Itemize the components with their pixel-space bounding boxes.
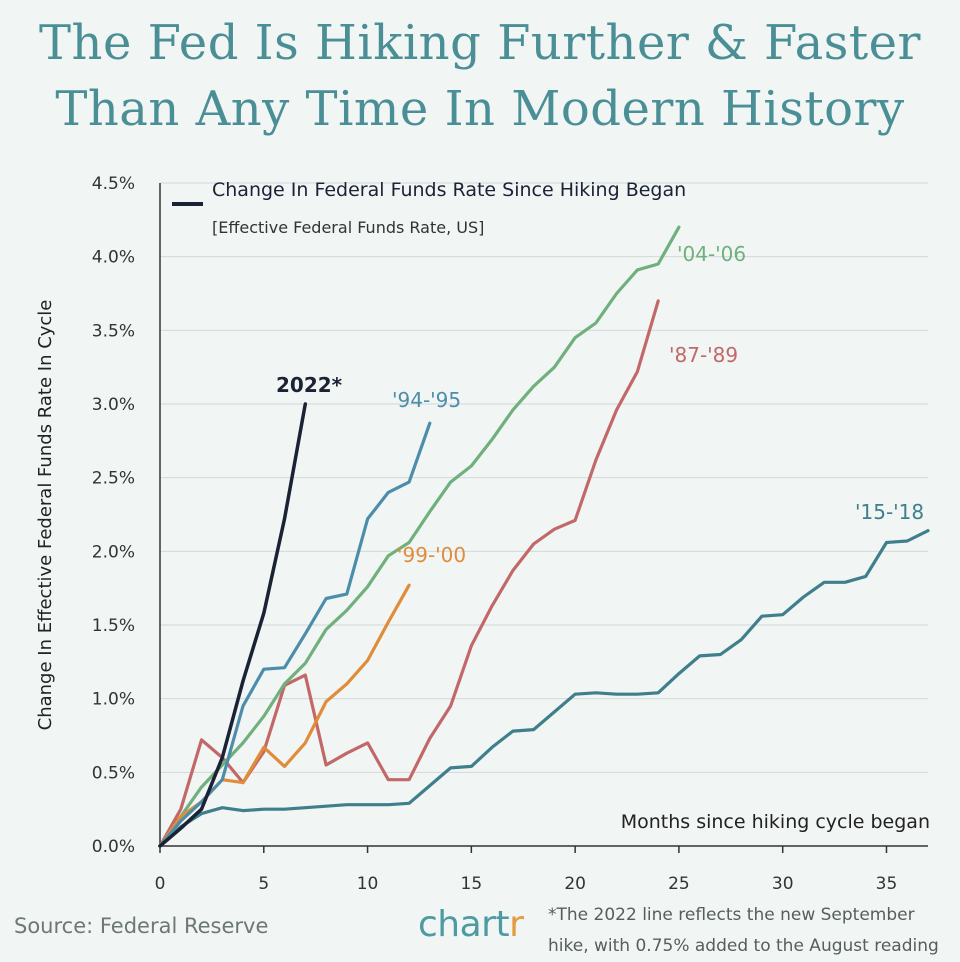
y-tick-label: 4.0% (92, 248, 135, 268)
brand-logo-main: chart (418, 904, 510, 945)
series-label: '94-'95 (392, 388, 461, 412)
series-line (158, 421, 432, 848)
footnote-line-2: hike, with 0.75% added to the August rea… (548, 936, 939, 956)
x-tick-label: 15 (461, 874, 483, 894)
series-label: '15-'18 (855, 500, 924, 524)
series-label: '04-'06 (677, 242, 746, 266)
series-line (158, 529, 930, 848)
y-tick-label: 1.5% (92, 616, 135, 636)
footnote-line-1: *The 2022 line reflects the new Septembe… (548, 905, 915, 925)
series-label: '87-'89 (669, 343, 738, 367)
y-axis-title: Change In Effective Federal Funds Rate I… (35, 300, 56, 731)
brand-logo-accent: r (509, 904, 524, 945)
x-tick-label: 35 (876, 874, 898, 894)
y-tick-label: 0.0% (92, 837, 135, 857)
series-line (158, 225, 681, 848)
y-tick-label: 2.0% (92, 542, 135, 562)
series-line (158, 402, 308, 848)
y-tick-label: 1.0% (92, 690, 135, 710)
chart-title-line-2: Than Any Time In Modern History (55, 81, 905, 137)
y-tick-label: 2.5% (92, 469, 135, 489)
y-tick-label: 0.5% (92, 763, 135, 783)
y-tick-label: 3.5% (92, 321, 135, 341)
x-tick-label: 30 (772, 874, 794, 894)
x-tick-label: 25 (668, 874, 690, 894)
x-tick-label: 5 (258, 874, 269, 894)
x-tick-label: 0 (155, 874, 166, 894)
brand-logo: chartr (418, 904, 524, 945)
series-label: '99-'00 (397, 543, 466, 567)
footnote: *The 2022 line reflects the new Septembe… (548, 900, 956, 962)
chart-title-line-1: The Fed Is Hiking Further & Faster (39, 15, 921, 71)
legend-title: Change In Federal Funds Rate Since Hikin… (212, 179, 686, 201)
y-tick-label: 3.0% (92, 395, 135, 415)
series-label: 2022* (276, 373, 343, 397)
y-tick-label: 4.5% (92, 174, 135, 194)
x-tick-label: 20 (564, 874, 586, 894)
series-line (158, 299, 660, 848)
x-axis-title: Months since hiking cycle began (621, 811, 930, 833)
source-note: Source: Federal Reserve (14, 914, 269, 938)
x-tick-label: 10 (357, 874, 379, 894)
legend-subtitle: [Effective Federal Funds Rate, US] (212, 218, 484, 237)
